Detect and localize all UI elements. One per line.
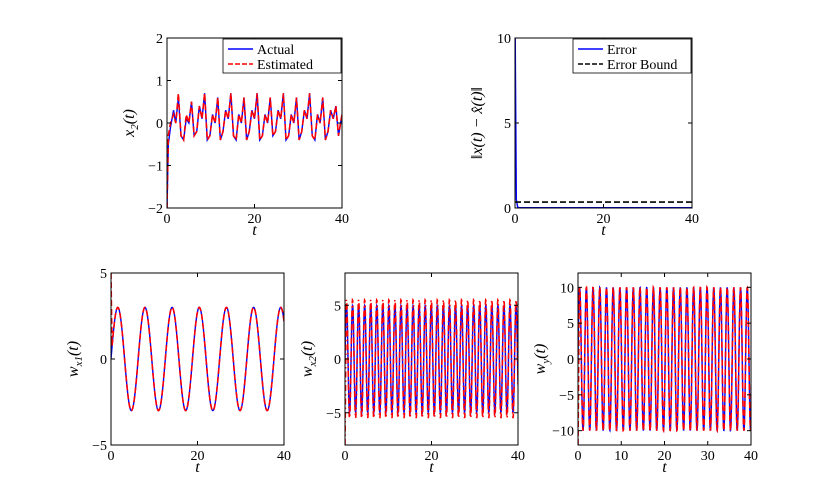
series-line-1 (578, 284, 751, 445)
y-tick-label: 0 (100, 353, 107, 368)
x-tick-label: 40 (335, 212, 349, 227)
y-tick-label: −2 (148, 202, 163, 217)
y-tick-label: 1 (156, 75, 163, 90)
legend-label: Actual (257, 43, 294, 58)
x-axis-label: t (252, 222, 257, 239)
y-tick-label: 5 (567, 317, 574, 332)
panel-wx2: 0 20 40 −5 0 5 t wx2(t) (299, 272, 525, 476)
y-tick-label: −1 (148, 160, 163, 175)
legend-box (222, 38, 342, 74)
plot-area (167, 93, 342, 208)
x-tick-label: 20 (191, 449, 205, 464)
panel-wy: 0 10 20 30 40 −10 −5 0 5 10 t wy(t) (532, 272, 758, 476)
series-line-actual (167, 93, 342, 208)
plot-area (578, 284, 751, 445)
legend-label: Error (607, 43, 637, 58)
axes-frame (344, 272, 519, 446)
x-tick-label: 20 (425, 449, 439, 464)
y-tick-label: 5 (334, 299, 341, 314)
x-tick-label: 40 (277, 449, 291, 464)
y-axis-label: x2(t) (121, 109, 141, 138)
x-axis-label: t (601, 222, 606, 239)
x-tick-label: 20 (248, 212, 262, 227)
x-axis-label: t (195, 459, 200, 476)
y-axis-label: wy(t) (532, 344, 552, 375)
x-tick-label: 0 (512, 212, 519, 227)
axes-frame (110, 272, 285, 446)
x-axis-label: t (429, 459, 434, 476)
y-tick-label: 5 (100, 267, 107, 282)
y-tick-label: 10 (560, 281, 574, 296)
y-axis-label: wx1(t) (65, 341, 85, 377)
x-tick-label: 40 (744, 449, 758, 464)
y-tick-label: −5 (326, 407, 341, 422)
plot-area (345, 297, 518, 445)
x-tick-label: 20 (597, 212, 611, 227)
y-axis-label: wx2(t) (299, 341, 319, 377)
y-tick-label: −5 (92, 439, 107, 454)
x-tick-label: 40 (511, 449, 525, 464)
y-tick-label: 0 (156, 117, 163, 132)
y-tick-label: 2 (156, 32, 163, 47)
x-tick-label: 0 (342, 449, 349, 464)
series-line-estimated (167, 93, 342, 208)
y-axis-label: ‖x(t) − x̂(t)‖ (469, 87, 486, 159)
series-line-1 (345, 297, 518, 445)
legend-label: Estimated (257, 58, 313, 73)
y-tick-label: 10 (497, 32, 511, 47)
y-tick-label: 0 (567, 353, 574, 368)
x-tick-label: 10 (614, 449, 628, 464)
x-tick-label: 20 (658, 449, 672, 464)
x-tick-label: 0 (164, 212, 171, 227)
y-tick-label: 0 (504, 202, 511, 217)
x-tick-label: 40 (685, 212, 699, 227)
y-tick-label: −10 (552, 425, 574, 440)
x-tick-label: 0 (575, 449, 582, 464)
series-line-1 (111, 273, 284, 412)
x-tick-label: 30 (701, 449, 715, 464)
legend-box (572, 38, 692, 74)
y-tick-label: −5 (559, 389, 574, 404)
legend-label: Error Bound (607, 58, 677, 73)
x-axis-label: t (662, 459, 667, 476)
series-line-0 (111, 306, 284, 412)
y-tick-label: 0 (334, 353, 341, 368)
y-tick-label: 5 (504, 117, 511, 132)
plot-area (111, 273, 284, 412)
x-tick-label: 0 (108, 449, 115, 464)
